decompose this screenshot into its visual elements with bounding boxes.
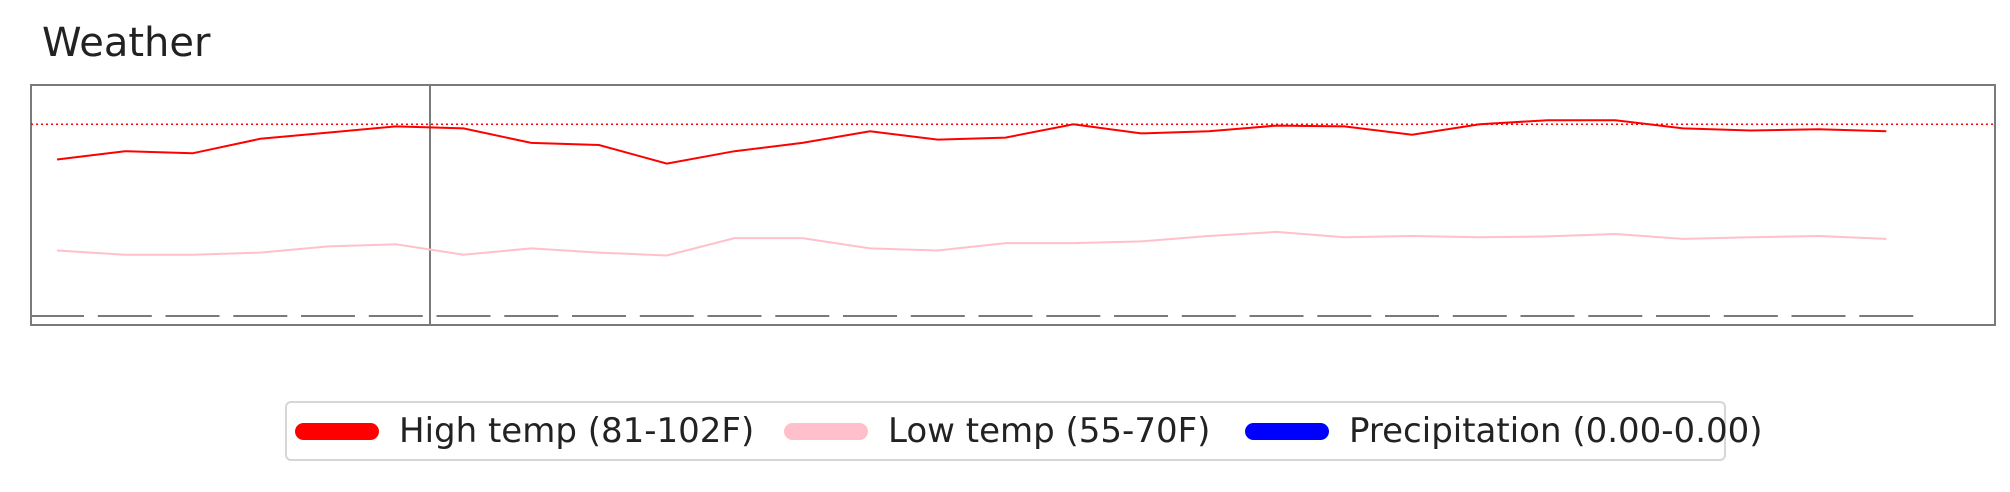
legend-label-high-temp: High temp (81-102F): [399, 411, 755, 451]
legend-label-low-temp: Low temp (55-70F): [888, 411, 1211, 451]
high-temp-line: [56, 119, 1887, 165]
legend-swatch-low-temp: [784, 422, 868, 440]
weather-chart: [30, 84, 1996, 326]
legend-item-low-temp: Low temp (55-70F): [784, 403, 1210, 459]
legend-swatch-precipitation: [1245, 422, 1329, 440]
legend-item-high-temp: High temp (81-102F): [295, 403, 754, 459]
chart-title: Weather: [42, 20, 211, 66]
legend-item-precipitation: Precipitation (0.00-0.00): [1245, 403, 1763, 459]
legend-label-precipitation: Precipitation (0.00-0.00): [1349, 411, 1763, 451]
legend-swatch-high-temp: [295, 422, 379, 440]
low-temp-line: [56, 230, 1887, 257]
legend: High temp (81-102F) Low temp (55-70F) Pr…: [285, 401, 1763, 461]
plot-frame: [30, 84, 1996, 326]
